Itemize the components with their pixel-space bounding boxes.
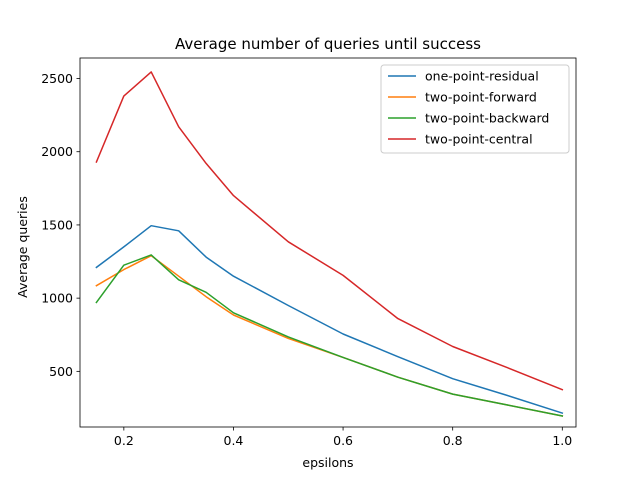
y-tick-label: 500 xyxy=(49,364,73,379)
y-tick-label: 2500 xyxy=(41,71,73,86)
plot-area: 0.2 0.4 0.6 0.8 1.0 500 1000 1500 2000 2500 one-po… xyxy=(41,57,577,448)
x-axis-label: epsilons xyxy=(302,455,353,470)
y-tick-label: 1000 xyxy=(41,291,73,306)
legend-label-two-point-central: two-point-central xyxy=(425,132,533,147)
y-tick-label: 1500 xyxy=(41,217,73,232)
x-tick-label: 0.2 xyxy=(114,433,134,448)
series-line-two-point-backward xyxy=(95,254,564,417)
chart-title: Average number of queries until success xyxy=(175,35,481,53)
x-tick-label: 0.4 xyxy=(224,433,244,448)
series-line-two-point-central xyxy=(95,71,564,391)
x-tick-label: 0.6 xyxy=(333,433,353,448)
legend-label-two-point-forward: two-point-forward xyxy=(425,90,537,105)
y-axis-label: Average queries xyxy=(15,196,30,298)
legend-label-two-point-backward: two-point-backward xyxy=(425,111,549,126)
x-tick-label: 1.0 xyxy=(552,433,572,448)
x-tick-label: 0.8 xyxy=(443,433,463,448)
legend-box xyxy=(380,64,570,154)
series-line-one-point-residual xyxy=(95,224,564,415)
legend: one-point-residual two-point-forward two-p… xyxy=(380,64,570,154)
legend-label-one-point-residual: one-point-residual xyxy=(425,69,539,84)
y-tick-label: 2000 xyxy=(41,144,73,159)
plot-frame xyxy=(79,57,577,428)
series-line-two-point-forward xyxy=(95,254,564,417)
